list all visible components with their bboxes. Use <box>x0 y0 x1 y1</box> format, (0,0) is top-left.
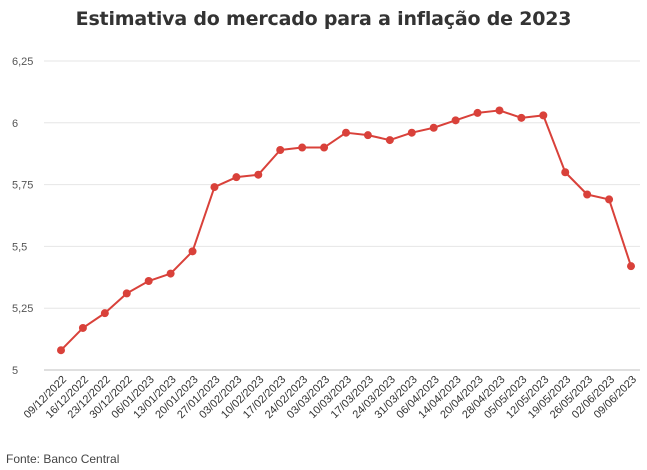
data-point <box>561 168 570 177</box>
data-point <box>539 111 548 120</box>
y-tick-label: 5,25 <box>12 303 33 315</box>
y-tick-label: 5,75 <box>12 180 33 192</box>
data-point <box>232 173 241 182</box>
data-point <box>363 131 372 140</box>
y-tick-label: 6,25 <box>12 56 33 68</box>
y-tick-label: 5,5 <box>12 241 27 253</box>
data-point <box>451 116 460 125</box>
x-axis-tick-labels: 09/12/202216/12/202223/12/202230/12/2022… <box>22 374 639 421</box>
data-point <box>188 247 197 256</box>
y-tick-label: 6 <box>12 118 18 130</box>
data-point <box>495 106 504 115</box>
data-point <box>298 143 307 152</box>
y-axis-tick-labels: 5 5,25 5,5 5,75 6 6,25 <box>12 56 33 377</box>
data-point <box>122 289 131 298</box>
data-point <box>166 269 175 278</box>
data-point <box>473 108 482 117</box>
chart-title: Estimativa do mercado para a inflação de… <box>75 8 572 30</box>
series-line <box>60 109 632 351</box>
data-point <box>254 170 263 179</box>
data-point <box>583 190 592 199</box>
data-point <box>627 262 635 271</box>
gridlines <box>44 60 640 371</box>
data-point <box>57 346 65 355</box>
data-point <box>144 277 153 286</box>
series-line-path <box>60 109 632 351</box>
data-point <box>276 145 285 154</box>
data-points <box>57 106 635 355</box>
source-note: Fonte: Banco Central <box>6 452 120 466</box>
data-point <box>78 323 87 332</box>
data-point <box>342 128 350 137</box>
data-point <box>517 113 526 122</box>
y-tick-label: 5 <box>12 365 18 377</box>
data-point <box>605 195 614 204</box>
data-point <box>210 183 219 192</box>
data-point <box>100 309 109 318</box>
data-point <box>385 136 394 145</box>
data-point <box>407 128 416 137</box>
data-point <box>320 143 329 152</box>
data-point <box>429 123 438 132</box>
